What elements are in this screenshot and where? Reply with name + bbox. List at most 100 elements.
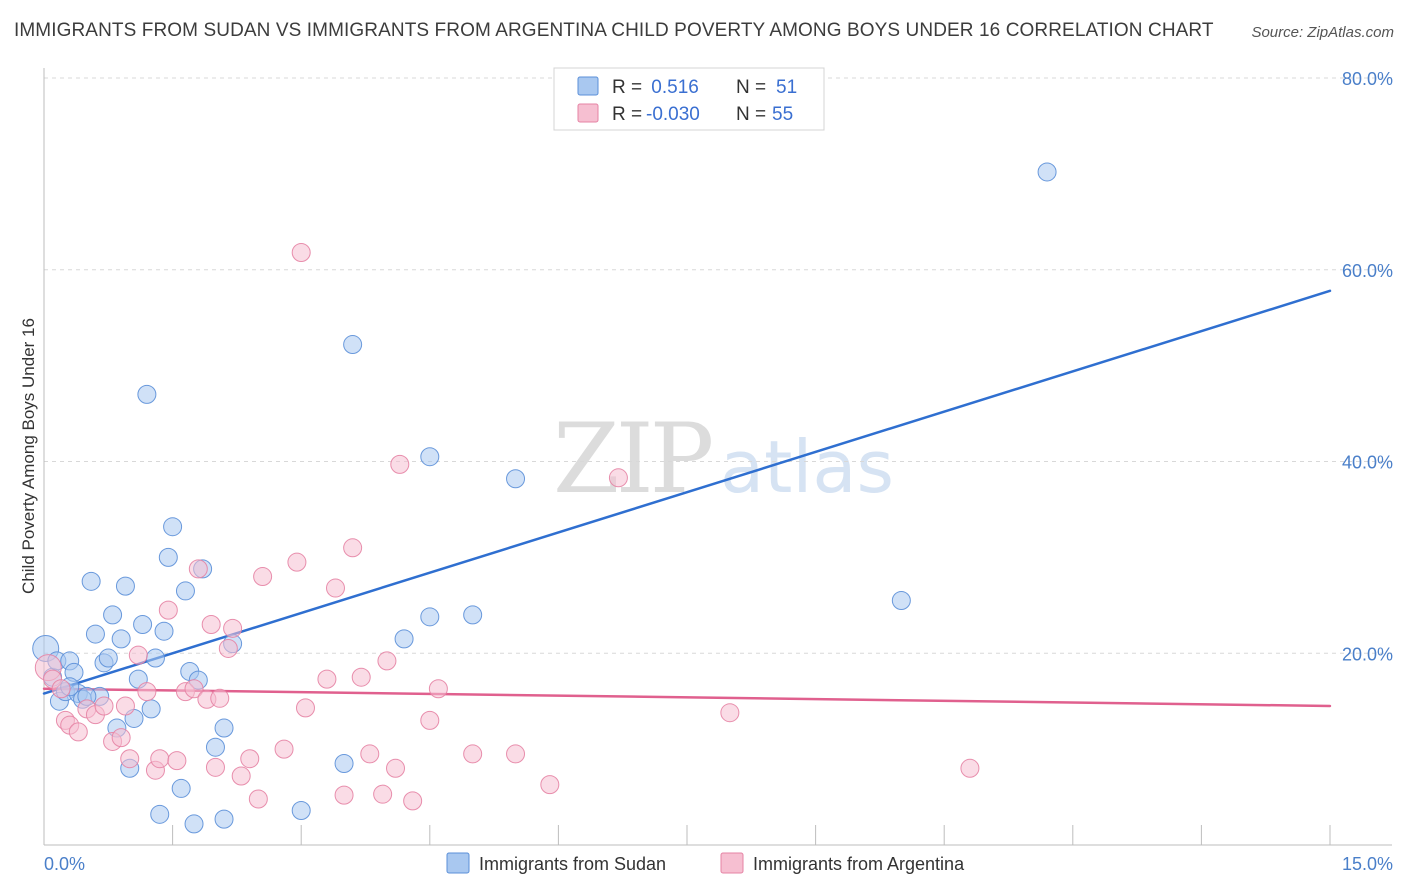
series-legend-swatch-argentina <box>720 852 744 874</box>
y-axis-label: Child Poverty Among Boys Under 16 <box>19 318 38 594</box>
point-argentina <box>377 651 397 671</box>
point-argentina <box>360 744 380 764</box>
correlation-legend: R = 0.516 N = 51 R = -0.030 N = 55 <box>553 67 825 131</box>
legend-n-label-sudan: N = <box>736 77 766 98</box>
point-argentina <box>317 669 337 689</box>
point-sudan <box>334 754 354 774</box>
point-argentina <box>218 638 238 658</box>
legend-r-value-sudan: 0.516 <box>646 77 699 98</box>
legend-n-value-argentina: 55 <box>772 104 793 125</box>
series-legend-swatch-sudan <box>446 852 470 874</box>
point-sudan <box>1037 162 1057 182</box>
point-argentina <box>287 552 307 572</box>
point-argentina <box>205 757 225 777</box>
point-sudan <box>150 804 170 824</box>
chart-title: IMMIGRANTS FROM SUDAN VS IMMIGRANTS FROM… <box>14 20 1214 41</box>
point-argentina <box>223 618 243 638</box>
point-argentina <box>188 559 208 579</box>
point-argentina <box>253 567 273 587</box>
point-sudan <box>394 629 414 649</box>
point-sudan <box>463 605 483 625</box>
point-argentina <box>111 728 131 748</box>
y-tick-label: 20.0% <box>1342 644 1393 664</box>
point-sudan <box>141 699 161 719</box>
point-argentina <box>463 744 483 764</box>
point-sudan <box>184 814 204 834</box>
legend-r-label-sudan: R = <box>612 77 642 98</box>
point-argentina <box>608 468 628 488</box>
trend-lines <box>42 289 1332 708</box>
point-sudan <box>163 517 183 537</box>
point-argentina <box>420 710 440 730</box>
point-sudan <box>81 571 101 591</box>
series-legend-label-argentina: Immigrants from Argentina <box>753 854 965 874</box>
point-argentina <box>167 751 187 771</box>
point-argentina <box>373 784 393 804</box>
point-argentina <box>240 749 260 769</box>
legend-n-value-sudan: 51 <box>776 77 797 98</box>
point-argentina <box>137 682 157 702</box>
point-sudan <box>115 576 135 596</box>
point-sudan <box>205 737 225 757</box>
point-argentina <box>150 749 170 769</box>
watermark-atlas: atlas <box>720 425 894 509</box>
point-sudan <box>111 629 131 649</box>
point-argentina <box>231 766 251 786</box>
point-argentina <box>201 614 221 634</box>
point-argentina <box>334 785 354 805</box>
legend-swatch-sudan <box>577 76 599 96</box>
point-sudan <box>171 778 191 798</box>
point-sudan <box>291 800 311 820</box>
point-argentina <box>158 600 178 620</box>
y-tick-label: 60.0% <box>1342 261 1393 281</box>
series-legend: Immigrants from Sudan Immigrants from Ar… <box>446 852 965 874</box>
x-tick-label-max: 15.0% <box>1342 854 1393 874</box>
point-sudan <box>98 648 118 668</box>
point-argentina <box>51 679 71 699</box>
point-argentina <box>403 791 423 811</box>
point-argentina <box>115 696 135 716</box>
point-argentina <box>94 696 114 716</box>
axes: 20.0% 40.0% 60.0% 80.0% 0.0% 15.0% <box>43 68 1393 874</box>
point-argentina <box>274 739 294 759</box>
point-sudan <box>133 614 153 634</box>
gridlines <box>44 77 1392 654</box>
y-tick-label: 80.0% <box>1342 69 1393 89</box>
point-argentina <box>128 645 148 665</box>
point-argentina <box>325 578 345 598</box>
watermark-zip: ZIP <box>553 403 712 515</box>
legend-r-value-argentina: -0.030 <box>646 104 700 125</box>
trend-line-argentina <box>42 687 1332 708</box>
point-argentina <box>506 744 526 764</box>
point-argentina <box>295 698 315 718</box>
point-sudan <box>420 447 440 467</box>
data-points <box>32 162 1057 834</box>
point-sudan <box>154 621 174 641</box>
point-sudan <box>175 581 195 601</box>
point-sudan <box>214 809 234 829</box>
point-argentina <box>184 679 204 699</box>
point-sudan <box>158 547 178 567</box>
point-argentina <box>120 749 140 769</box>
point-argentina <box>960 758 980 778</box>
point-argentina <box>291 242 311 262</box>
point-sudan <box>103 605 123 625</box>
point-argentina <box>540 775 560 795</box>
point-argentina <box>720 703 740 723</box>
legend-swatch-argentina <box>577 103 599 123</box>
chart-source: Source: ZipAtlas.com <box>1251 24 1394 41</box>
point-argentina <box>428 679 448 699</box>
point-argentina <box>210 688 230 708</box>
series-legend-label-sudan: Immigrants from Sudan <box>479 854 666 874</box>
legend-r-label-argentina: R = <box>612 104 642 125</box>
trend-line-sudan <box>42 289 1332 695</box>
point-argentina <box>68 722 88 742</box>
point-sudan <box>420 607 440 627</box>
point-argentina <box>386 758 406 778</box>
point-sudan <box>214 718 234 738</box>
point-argentina <box>351 667 371 687</box>
point-argentina <box>390 454 410 474</box>
point-sudan <box>343 335 363 355</box>
legend-n-label-argentina: N = <box>736 104 766 125</box>
